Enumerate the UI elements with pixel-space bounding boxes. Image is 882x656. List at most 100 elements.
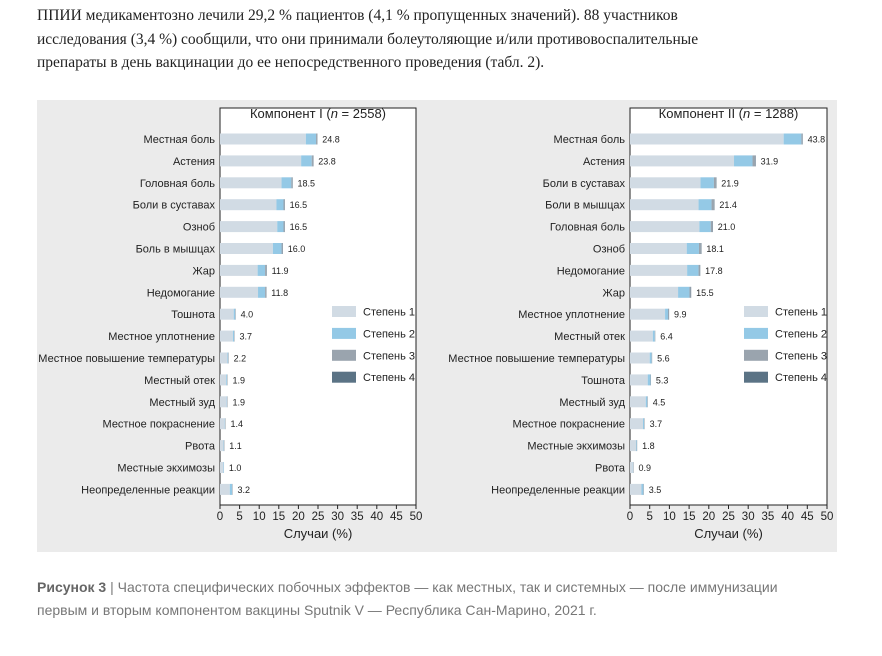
bar-segment bbox=[712, 221, 713, 233]
x-tick-label: 30 bbox=[331, 511, 344, 523]
bar-segment bbox=[312, 155, 314, 167]
category-label: Местный отек bbox=[144, 375, 215, 387]
x-tick-label: 35 bbox=[351, 511, 364, 523]
intro-line: ППИИ медикаментозно лечили 29,2 % пациен… bbox=[37, 7, 678, 24]
bar-segment bbox=[647, 374, 651, 386]
bar-segment bbox=[699, 221, 711, 233]
legend-label: Степень 4 bbox=[775, 372, 827, 384]
legend-swatch bbox=[332, 349, 356, 361]
x-tick-label: 15 bbox=[272, 511, 285, 523]
bar-segment bbox=[632, 462, 634, 473]
intro-line: исследования (3,4 %) сообщили, что они п… bbox=[37, 30, 699, 48]
bar-segment bbox=[652, 330, 655, 342]
x-tick-label: 0 bbox=[627, 511, 633, 523]
bar-segment bbox=[220, 155, 302, 167]
bar-segment bbox=[316, 133, 317, 145]
bar-segment bbox=[220, 352, 228, 364]
bar-segment bbox=[686, 243, 699, 254]
bar-segment bbox=[220, 418, 225, 430]
bar-segment bbox=[235, 308, 236, 320]
category-label: Озноб bbox=[183, 222, 215, 234]
x-tick-label: 50 bbox=[821, 511, 834, 523]
bar-segment bbox=[227, 352, 229, 364]
bar-segment bbox=[630, 199, 699, 211]
bar-segment bbox=[283, 199, 285, 211]
x-tick-label: 45 bbox=[801, 511, 814, 523]
bar-segment bbox=[265, 286, 267, 298]
bar-segment bbox=[734, 155, 753, 167]
legend-swatch bbox=[744, 371, 768, 383]
legend-swatch bbox=[332, 306, 356, 317]
bar-segment bbox=[713, 177, 716, 189]
bar-segment bbox=[228, 352, 229, 364]
bar-segment bbox=[220, 440, 224, 452]
value-label: 21.4 bbox=[719, 200, 737, 210]
x-axis-label: Случаи (%) bbox=[694, 526, 763, 541]
category-label: Местное покраснение bbox=[513, 419, 625, 431]
bar-segment bbox=[265, 286, 266, 298]
bar-segment bbox=[752, 155, 756, 167]
value-label: 21.0 bbox=[718, 222, 736, 232]
category-label: Жар bbox=[602, 287, 625, 299]
value-label: 23.8 bbox=[318, 156, 336, 166]
bar-segment bbox=[630, 483, 642, 495]
category-label: Рвота bbox=[185, 441, 216, 453]
category-label: Астения bbox=[173, 156, 215, 168]
bar-segment bbox=[311, 155, 313, 167]
plot-area bbox=[629, 107, 828, 506]
bar-segment bbox=[649, 352, 652, 364]
value-label: 1.8 bbox=[642, 441, 655, 451]
bar-segment bbox=[651, 352, 653, 364]
legend-swatch bbox=[744, 306, 768, 317]
value-label: 5.3 bbox=[656, 375, 669, 385]
value-label: 18.5 bbox=[298, 178, 316, 188]
x-tick-label: 50 bbox=[410, 511, 423, 523]
x-tick-label: 10 bbox=[253, 511, 266, 523]
bar-segment bbox=[301, 155, 312, 167]
category-label: Местные экхимозы bbox=[527, 441, 625, 453]
bar-segment bbox=[678, 286, 690, 298]
figure-charts: Компонент I (n = 2558) Местная боль 24.8 Ас… bbox=[38, 106, 834, 541]
category-label: Местное повышение температуры bbox=[448, 353, 625, 365]
value-label: 3.5 bbox=[649, 485, 662, 495]
bar-segment bbox=[220, 330, 233, 342]
bar-segment bbox=[630, 264, 688, 276]
category-label: Тошнота bbox=[171, 309, 216, 321]
value-label: 3.7 bbox=[240, 332, 253, 342]
bar-segment bbox=[291, 177, 293, 189]
bar-segment bbox=[630, 308, 666, 320]
bar-segment bbox=[232, 483, 233, 495]
x-tick-label: 20 bbox=[702, 511, 715, 523]
value-label: 9.9 bbox=[674, 310, 687, 320]
category-label: Жар bbox=[192, 265, 215, 277]
bar-segment bbox=[220, 308, 234, 320]
bar-segment bbox=[223, 440, 225, 452]
category-label: Озноб bbox=[593, 244, 625, 256]
bar-segment bbox=[227, 374, 228, 386]
category-label: Боли в суставах bbox=[133, 200, 216, 212]
bar-segment bbox=[220, 177, 282, 189]
x-tick-label: 20 bbox=[292, 511, 305, 523]
bar-segment bbox=[630, 286, 679, 298]
x-tick-label: 25 bbox=[312, 511, 325, 523]
bar-segment bbox=[636, 440, 638, 452]
bar-segment bbox=[220, 374, 227, 386]
category-label: Местное покраснение bbox=[103, 419, 215, 431]
x-tick-label: 40 bbox=[370, 511, 383, 523]
value-label: 1.1 bbox=[229, 441, 242, 451]
x-tick-label: 15 bbox=[683, 511, 696, 523]
bar-segment bbox=[641, 483, 644, 495]
category-label: Местное уплотнение bbox=[108, 331, 215, 343]
category-label: Головная боль bbox=[550, 222, 625, 234]
legend-swatch bbox=[332, 327, 356, 339]
legend-label: Степень 3 bbox=[775, 350, 827, 362]
value-label: 4.0 bbox=[241, 310, 254, 320]
bar-segment bbox=[266, 264, 267, 276]
bar-segment bbox=[630, 221, 700, 233]
bar-segment bbox=[224, 418, 226, 430]
bar-segment bbox=[220, 221, 278, 233]
bar-segment bbox=[316, 133, 318, 145]
value-label: 21.9 bbox=[721, 178, 739, 188]
bar-segment bbox=[755, 155, 756, 167]
figure-panel: Компонент I (n = 2558) Местная боль 24.8 Ас… bbox=[37, 100, 837, 552]
